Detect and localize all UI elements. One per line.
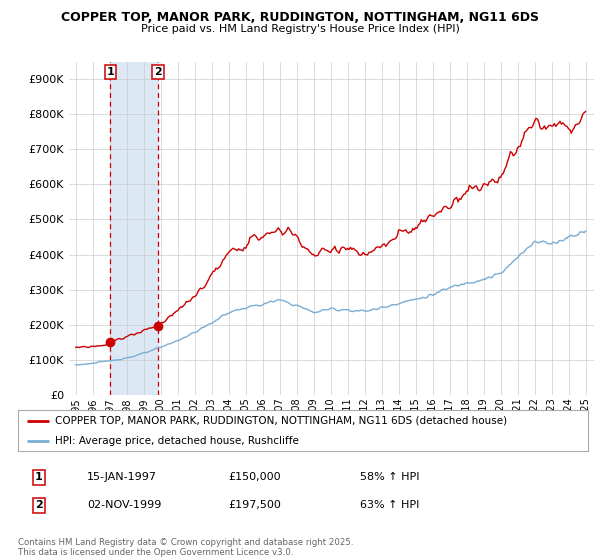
Text: 2: 2 [35, 500, 43, 510]
Text: 15-JAN-1997: 15-JAN-1997 [87, 472, 157, 482]
Text: Price paid vs. HM Land Registry's House Price Index (HPI): Price paid vs. HM Land Registry's House … [140, 24, 460, 34]
Text: COPPER TOP, MANOR PARK, RUDDINGTON, NOTTINGHAM, NG11 6DS: COPPER TOP, MANOR PARK, RUDDINGTON, NOTT… [61, 11, 539, 24]
Text: 1: 1 [107, 67, 115, 77]
Text: 58% ↑ HPI: 58% ↑ HPI [360, 472, 419, 482]
Text: COPPER TOP, MANOR PARK, RUDDINGTON, NOTTINGHAM, NG11 6DS (detached house): COPPER TOP, MANOR PARK, RUDDINGTON, NOTT… [55, 416, 507, 426]
Text: HPI: Average price, detached house, Rushcliffe: HPI: Average price, detached house, Rush… [55, 436, 299, 446]
Bar [110, 62, 158, 395]
Text: 2: 2 [154, 67, 162, 77]
Text: £150,000: £150,000 [228, 472, 281, 482]
Text: 1: 1 [35, 472, 43, 482]
Text: £197,500: £197,500 [228, 500, 281, 510]
Text: 02-NOV-1999: 02-NOV-1999 [87, 500, 161, 510]
Text: 63% ↑ HPI: 63% ↑ HPI [360, 500, 419, 510]
Text: Contains HM Land Registry data © Crown copyright and database right 2025.
This d: Contains HM Land Registry data © Crown c… [18, 538, 353, 557]
